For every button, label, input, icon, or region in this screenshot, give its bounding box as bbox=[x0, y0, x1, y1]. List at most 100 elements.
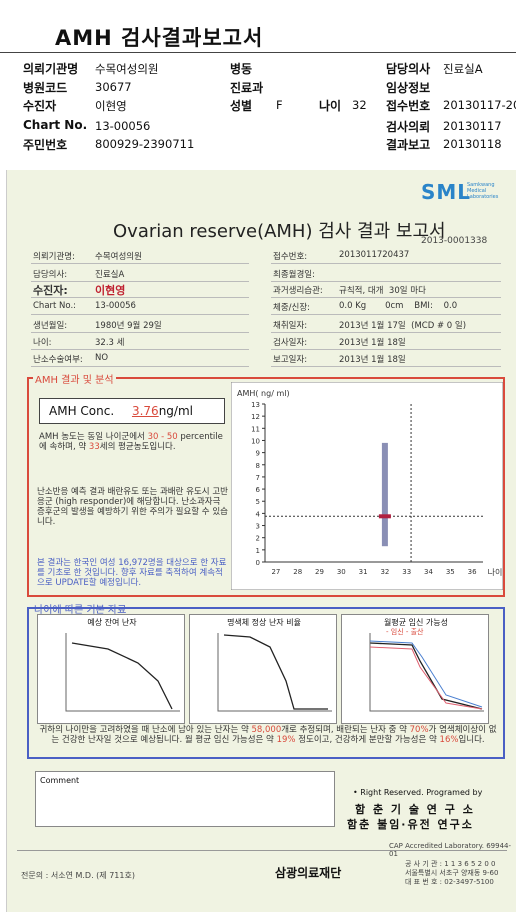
data-basis-text: 본 결과는 한국인 여성 16,972명을 대상으로 한 자료를 기초로 한 것… bbox=[37, 558, 227, 588]
mini-chart-title: 명색체 정상 난자 비율 bbox=[227, 618, 301, 627]
x-tick-label: 35 bbox=[446, 568, 455, 576]
row-line bbox=[31, 281, 249, 282]
x-tick-label: 29 bbox=[315, 568, 324, 576]
row-line bbox=[271, 366, 501, 367]
header-value: 이현영 bbox=[95, 99, 127, 113]
y-tick-label: 3 bbox=[256, 523, 260, 531]
mini-axes bbox=[369, 633, 484, 712]
amh-value: 3.76 bbox=[131, 404, 159, 418]
row-line bbox=[31, 263, 249, 264]
scan-left-label: 담당의사: bbox=[33, 270, 68, 280]
x-tick-label: 36 bbox=[468, 568, 477, 576]
x-tick-label: 32 bbox=[380, 568, 389, 576]
y-tick-label: 13 bbox=[251, 401, 260, 409]
x-tick-label: 31 bbox=[359, 568, 368, 576]
scan-right-value: 2013년 1월 18일 bbox=[339, 355, 406, 365]
header-value: 수목여성의원 bbox=[95, 62, 159, 76]
mini-chart-title: 월평균 임신 가능성 bbox=[384, 618, 448, 627]
header-label: Chart No. bbox=[23, 118, 88, 132]
scan-left-label: 생년월일: bbox=[33, 321, 68, 331]
scan-left-value: 이현영 bbox=[95, 284, 126, 297]
scan-right-value: 2013011720437 bbox=[339, 250, 410, 260]
range-bar bbox=[381, 442, 388, 547]
mini-chart-plot bbox=[217, 633, 332, 712]
scan-right-value: 2013년 1월 18일 bbox=[339, 338, 406, 348]
row-line bbox=[271, 297, 501, 298]
scan-right-label: 검사일자: bbox=[273, 338, 308, 348]
row-line bbox=[271, 281, 501, 282]
amh-label: AMH Conc. bbox=[49, 404, 115, 418]
rights-text: • Right Reserved. Programed by bbox=[353, 788, 483, 797]
age-data-box bbox=[27, 607, 505, 759]
y-tick-label: 6 bbox=[256, 486, 261, 494]
scan-left-label: 나이: bbox=[33, 338, 52, 348]
header-mid-value: F bbox=[276, 98, 283, 112]
scan-right-label: 접수번호: bbox=[273, 252, 308, 262]
scan-left-label: Chart No.: bbox=[33, 301, 77, 311]
header-right-label: 접수번호 bbox=[386, 99, 431, 113]
row-line bbox=[271, 263, 501, 264]
scan-right-label: 보고일자: bbox=[273, 355, 308, 365]
header-right-value: 20130118 bbox=[443, 137, 502, 151]
comment-box: Comment bbox=[35, 771, 335, 827]
header-mid-label: 병동 bbox=[230, 62, 253, 76]
scan-right-label: 체중/신장: bbox=[273, 303, 311, 313]
header-label: 수진자 bbox=[23, 99, 57, 113]
header-right-label: 결과보고 bbox=[386, 138, 431, 152]
summary-text: 귀하의 나이만을 고려하였을 때 난소에 남아 있는 난자는 약 58,000개… bbox=[39, 725, 497, 745]
y-tick-label: 8 bbox=[256, 462, 260, 470]
sml-logo: SML bbox=[421, 180, 472, 204]
scan-left-value: NO bbox=[95, 353, 109, 363]
mini-chart-2: 명색체 정상 난자 비율 bbox=[189, 614, 337, 724]
x-tick-label: 28 bbox=[293, 568, 302, 576]
org2: 함춘 불임·유전 연구소 bbox=[347, 818, 474, 831]
y-tick-label: 12 bbox=[251, 413, 260, 421]
sml-logo-sub: Samkwang Medical Laboratories bbox=[467, 182, 499, 200]
mini-axes bbox=[217, 633, 332, 712]
x-tick-label: 33 bbox=[402, 568, 411, 576]
scan-doc-id: 2013-0001338 bbox=[421, 236, 488, 246]
age-section-title: 나이에 따른 기본 자료 bbox=[34, 605, 127, 616]
amh-percentile-text: AMH 농도는 동일 나이군에서 30 - 50 percentile에 속하며… bbox=[39, 432, 223, 452]
foundation-address: 공 사 기 관 : 1 1 3 6 5 2 0 0 서울특별시 서초구 양재동 … bbox=[405, 860, 499, 886]
amh-conc-box: AMH Conc. 3.76ng/ml bbox=[39, 398, 225, 424]
scan-right-label: 채취일자: bbox=[273, 321, 308, 331]
scan-left-label: 의뢰기관명: bbox=[33, 252, 75, 262]
mini-chart-plot bbox=[65, 633, 180, 712]
mini-curve-birth bbox=[369, 646, 483, 710]
scan-right-label: 최종월경일: bbox=[273, 270, 315, 280]
foundation-name: 삼광의료재단 bbox=[275, 866, 342, 880]
mini-axes bbox=[65, 633, 180, 712]
row-line bbox=[31, 297, 249, 298]
mini-curve bbox=[223, 634, 328, 710]
org1: 함 춘 기 술 연 구 소 bbox=[355, 803, 475, 816]
row-line bbox=[31, 349, 249, 350]
cap-text: CAP Accredited Laboratory. 69944-01 bbox=[389, 842, 512, 858]
header-right-label: 검사의뢰 bbox=[386, 120, 431, 134]
x-tick-label: 30 bbox=[337, 568, 346, 576]
y-tick-label: 7 bbox=[256, 474, 260, 482]
header-label: 의뢰기관명 bbox=[23, 62, 79, 76]
row-line bbox=[31, 314, 249, 315]
scan-left-value: 32.3 세 bbox=[95, 338, 125, 348]
header-right-value: 진료실A bbox=[443, 62, 483, 76]
chart-frame bbox=[231, 382, 503, 590]
mini-curve bbox=[369, 642, 483, 710]
scan-left-value: 진료실A bbox=[95, 270, 125, 280]
header-value: 30677 bbox=[95, 80, 132, 94]
x-tick-label: 34 bbox=[424, 568, 433, 576]
y-tick-label: 4 bbox=[256, 510, 261, 518]
y-tick-label: 9 bbox=[256, 450, 260, 458]
header-label: 병원코드 bbox=[23, 81, 68, 95]
row-line bbox=[31, 332, 249, 333]
header-right-value: 20130117 bbox=[443, 119, 502, 133]
y-tick-label: 0 bbox=[256, 559, 260, 567]
scan-right-label: 과거생리습관: bbox=[273, 286, 323, 296]
x-tick-label: 27 bbox=[271, 568, 280, 576]
header-value: 800929-2390711 bbox=[95, 137, 195, 151]
mini-curve bbox=[71, 642, 173, 710]
age-label: 나이 bbox=[319, 99, 342, 113]
report-title: AMH 검사결과보고서 bbox=[55, 26, 264, 50]
chart-title: AMH( ng/ ml) bbox=[237, 389, 290, 398]
